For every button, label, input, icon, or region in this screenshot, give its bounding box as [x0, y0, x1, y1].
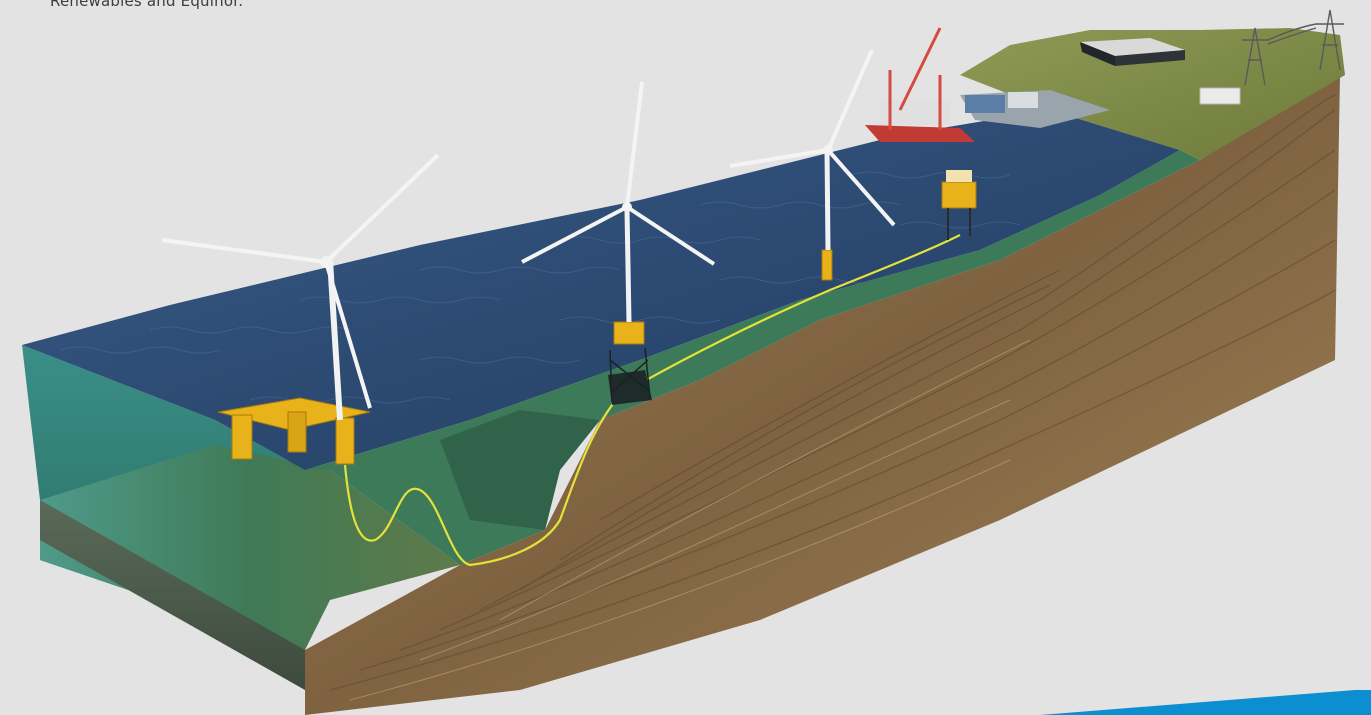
underwater-ridge [440, 410, 600, 530]
strata-highlights [349, 339, 1031, 701]
blue-accent-shape [1040, 690, 1371, 715]
sea-surface [22, 110, 1180, 470]
jack-up-vessel [865, 27, 975, 142]
caption-text: Renewables and Equinor. [50, 0, 244, 10]
export-cable [343, 234, 961, 567]
harbour [960, 90, 1110, 128]
onshore-building [1080, 38, 1185, 66]
left-block-base [40, 500, 305, 690]
seabed-left [40, 445, 460, 650]
onshore-substation [1199, 87, 1241, 105]
transmission-pylon [1242, 9, 1344, 86]
jacket-turbine [521, 81, 716, 405]
wave-texture [59, 171, 1021, 404]
floating-turbine [161, 153, 440, 465]
strata-lines [329, 94, 1336, 691]
offshore-substation [941, 170, 977, 240]
monopile-turbine [729, 49, 896, 281]
